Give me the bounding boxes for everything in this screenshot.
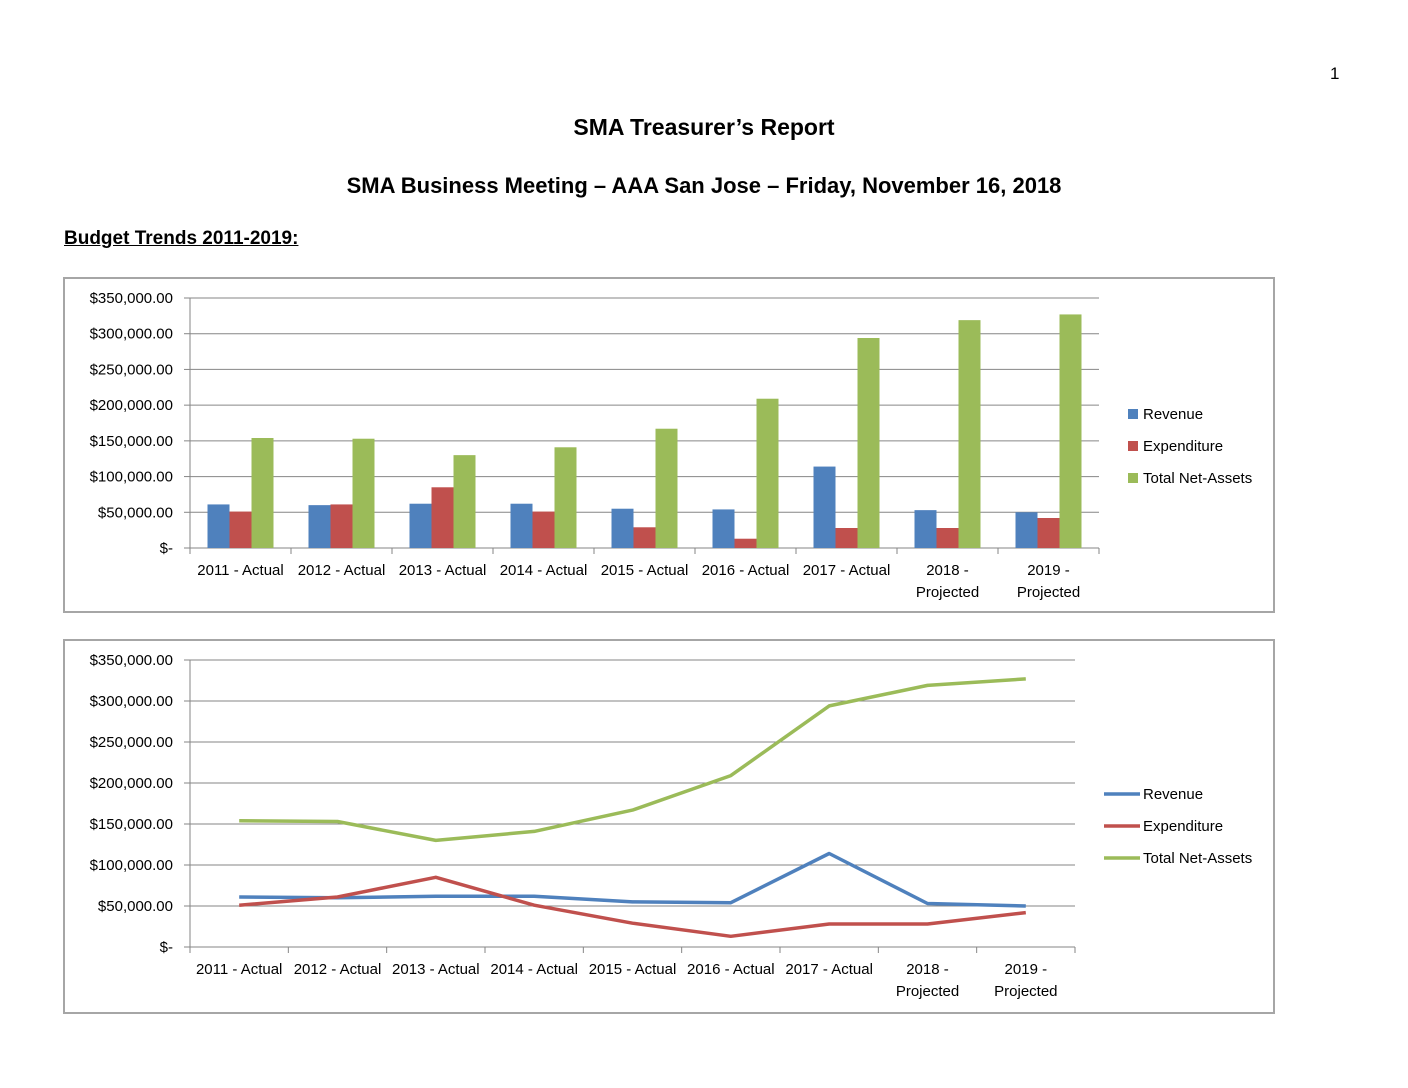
line-total-net-assets (239, 677, 1026, 843)
x-tick-label: 2017 - Actual (803, 562, 891, 579)
legend-key-expenditure (1128, 441, 1138, 451)
x-tick-label: Projected (1017, 584, 1080, 601)
bar-revenue (611, 508, 634, 548)
y-tick-label: $50,000.00 (98, 504, 173, 521)
bar-expenditure (633, 527, 656, 548)
x-tick-label: 2011 - Actual (196, 961, 282, 978)
bar-revenue (1015, 512, 1038, 548)
legend-key-revenue (1128, 409, 1138, 419)
line-chart-frame: $- $50,000.00 $100,000.00 $150,000.00 $200,0… (63, 639, 1275, 1014)
bar-expenditure (330, 504, 353, 548)
x-tick-label: Projected (916, 584, 979, 601)
bar-total-net-assets (453, 455, 476, 548)
bar-expenditure (229, 511, 252, 548)
x-tick-label: 2011 - Actual (197, 562, 283, 579)
y-tick-label: $100,000.00 (90, 469, 173, 486)
y-tick-label: $- (160, 540, 173, 557)
y-tick-label: $150,000.00 (90, 816, 173, 833)
bar-revenue (409, 503, 432, 548)
x-tick-label: 2018 - (926, 562, 969, 579)
bar-revenue (914, 510, 937, 548)
y-tick-label: $200,000.00 (90, 397, 173, 414)
legend-label-total-net-assets: Total Net-Assets (1143, 850, 1252, 867)
y-tick-label: $150,000.00 (90, 433, 173, 450)
bar-expenditure (734, 538, 757, 548)
bar-revenue (813, 466, 836, 548)
y-tick-label: $250,000.00 (90, 361, 173, 378)
y-tick-label: $350,000.00 (90, 652, 173, 669)
bar-total-net-assets (958, 320, 981, 548)
x-tick-label: 2017 - Actual (785, 961, 873, 978)
y-tick-label: $100,000.00 (90, 857, 173, 874)
x-tick-label: 2013 - Actual (392, 961, 480, 978)
bar-expenditure (835, 528, 858, 548)
bar-total-net-assets (352, 438, 375, 548)
bar-revenue (308, 505, 331, 548)
legend-key-total-net-assets (1128, 473, 1138, 483)
bar-expenditure (431, 487, 454, 548)
y-tick-label: $300,000.00 (90, 326, 173, 343)
x-tick-label: Projected (896, 983, 959, 1000)
report-subtitle: SMA Business Meeting – AAA San Jose – Fr… (346, 173, 1062, 198)
legend-label-revenue: Revenue (1143, 786, 1203, 803)
x-tick-label: 2015 - Actual (589, 961, 677, 978)
section-heading: Budget Trends 2011-2019: (64, 228, 299, 249)
x-tick-label: 2012 - Actual (298, 562, 386, 579)
y-tick-label: $50,000.00 (98, 898, 173, 915)
bar-expenditure (532, 511, 555, 548)
bar-revenue (712, 509, 735, 548)
legend-label-revenue: Revenue (1143, 406, 1203, 423)
x-tick-label: 2019 - (1027, 562, 1070, 579)
x-tick-label: 2015 - Actual (601, 562, 689, 579)
x-tick-label: 2014 - Actual (490, 961, 578, 978)
bar-expenditure (1037, 518, 1060, 548)
x-tick-label: 2013 - Actual (399, 562, 487, 579)
legend-label-expenditure: Expenditure (1143, 818, 1223, 835)
bar-revenue (510, 503, 533, 548)
x-tick-label: 2016 - Actual (702, 562, 790, 579)
bar-total-net-assets (1059, 314, 1082, 548)
bar-expenditure (936, 528, 959, 548)
line-expenditure (239, 875, 1027, 939)
x-tick-label: 2019 - (1005, 961, 1048, 978)
line-chart: $- $50,000.00 $100,000.00 $150,000.00 $200,0… (90, 652, 1253, 1000)
bar-total-net-assets (655, 428, 678, 548)
x-tick-label: 2018 - (906, 961, 949, 978)
x-tick-label: Projected (994, 983, 1057, 1000)
bar-chart-frame: $- $50,000.00 $100,000.00 $150,000.00 $200,0… (63, 277, 1275, 613)
page-number: 1 (1330, 64, 1340, 83)
bar-total-net-assets (756, 398, 779, 548)
y-tick-label: $200,000.00 (90, 775, 173, 792)
legend-label-expenditure: Expenditure (1143, 438, 1223, 455)
y-tick-label: $- (160, 939, 173, 956)
x-tick-label: 2014 - Actual (500, 562, 588, 579)
y-tick-label: $350,000.00 (90, 290, 173, 307)
y-tick-label: $250,000.00 (90, 734, 173, 751)
bar-total-net-assets (251, 438, 274, 548)
legend-label-total-net-assets: Total Net-Assets (1143, 470, 1252, 487)
report-title: SMA Treasurer’s Report (573, 114, 835, 140)
bar-revenue (207, 504, 230, 548)
x-tick-label: 2012 - Actual (294, 961, 382, 978)
line-revenue (239, 851, 1026, 908)
bar-total-net-assets (857, 338, 880, 548)
bar-total-net-assets (554, 447, 577, 548)
x-tick-label: 2016 - Actual (687, 961, 775, 978)
bar-chart: $- $50,000.00 $100,000.00 $150,000.00 $200,0… (90, 290, 1253, 601)
y-tick-label: $300,000.00 (90, 693, 173, 710)
